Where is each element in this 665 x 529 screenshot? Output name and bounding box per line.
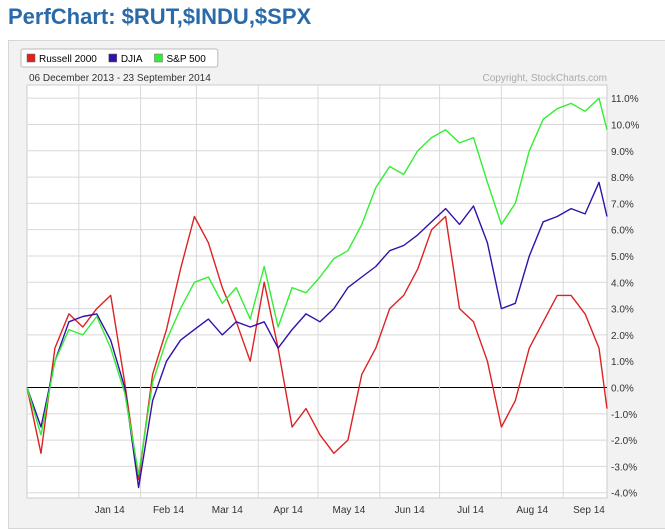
series-line-djia xyxy=(26,181,608,489)
y-tick-label: 4.0% xyxy=(611,278,634,289)
y-tick-label: 8.0% xyxy=(611,173,634,184)
y-tick-label: 2.0% xyxy=(611,331,634,342)
legend-label-s-p-500: S&P 500 xyxy=(166,54,206,65)
date-range-label: 06 December 2013 - 23 September 2014 xyxy=(29,73,211,84)
y-tick-label: 6.0% xyxy=(611,226,634,237)
x-tick-label: Feb 14 xyxy=(153,505,185,516)
y-tick-label: 7.0% xyxy=(611,199,634,210)
y-tick-label: 3.0% xyxy=(611,305,634,316)
x-tick-label: Aug 14 xyxy=(516,505,548,516)
series-line-s-p-500 xyxy=(26,97,608,475)
x-tick-label: Apr 14 xyxy=(273,505,303,516)
legend-label-russell-2000: Russell 2000 xyxy=(39,54,97,65)
y-tick-label: 0.0% xyxy=(611,384,634,395)
y-tick-label: 1.0% xyxy=(611,357,634,368)
y-tick-label: 5.0% xyxy=(611,252,634,263)
perf-chart: Jan 14 Feb 14 Mar 14 Apr 14 May 14 Jun 14 Jul … xyxy=(20,48,639,516)
x-axis: Jan 14 Feb 14 Mar 14 Apr 14 May 14 Jun 14 Jul … xyxy=(95,505,606,516)
x-tick-label: Mar 14 xyxy=(212,505,244,516)
series-line-russell-2000 xyxy=(26,215,608,481)
y-tick-label: -2.0% xyxy=(611,436,637,447)
legend-swatch-russell-2000 xyxy=(26,53,36,63)
plot-background xyxy=(26,84,608,499)
legend: Russell 2000 DJIA S&P 500 xyxy=(20,48,219,68)
legend-swatch-s-p-500 xyxy=(154,53,163,63)
x-tick-label: Jul 14 xyxy=(457,505,484,516)
page-title: PerfChart: $RUT,$INDU,$SPX xyxy=(8,4,312,29)
x-tick-label: Sep 14 xyxy=(573,505,605,516)
x-tick-label: May 14 xyxy=(332,505,365,516)
y-tick-label: 11.0% xyxy=(611,94,639,105)
series-lines xyxy=(26,97,608,489)
y-axis: 11.0% 10.0% 9.0% 8.0% 7.0% 6.0% 5.0% 4.0% 3.0% 2.… xyxy=(611,94,639,500)
x-tick-label: Jun 14 xyxy=(395,505,425,516)
legend-label-djia: DJIA xyxy=(121,54,143,65)
copyright-label: Copyright, StockCharts.com xyxy=(483,73,608,84)
legend-frame xyxy=(20,48,219,68)
legend-swatch-djia xyxy=(108,53,118,63)
y-tick-label: 10.0% xyxy=(611,120,639,131)
chart-panel: Jan 14 Feb 14 Mar 14 Apr 14 May 14 Jun 14 Jul … xyxy=(8,40,665,529)
y-tick-label: -4.0% xyxy=(611,489,637,500)
y-tick-label: -1.0% xyxy=(611,410,637,421)
y-tick-label: -3.0% xyxy=(611,462,637,473)
x-tick-label: Jan 14 xyxy=(95,505,125,516)
y-tick-label: 9.0% xyxy=(611,147,634,158)
